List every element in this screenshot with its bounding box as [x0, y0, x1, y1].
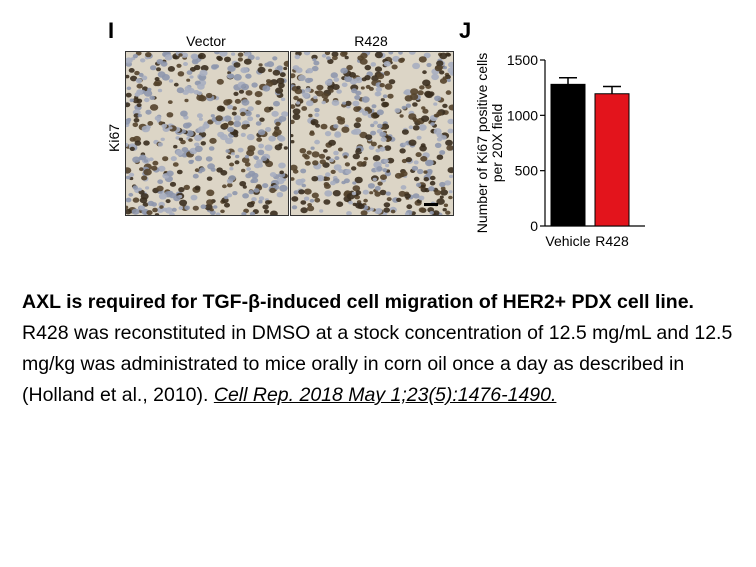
micrograph-r428: [290, 51, 454, 216]
micrograph-r428-image: [291, 52, 453, 215]
y-tick-label: 1000: [507, 107, 538, 123]
micrograph-vector: [125, 51, 289, 216]
x-tick-label: R428: [595, 233, 629, 249]
x-tick-label: Vehicle: [545, 233, 590, 249]
micrograph-vector-image: [126, 52, 288, 215]
bar-vehicle: [550, 83, 586, 227]
panel-j-letter: J: [459, 18, 472, 43]
scale-bar: [424, 203, 438, 206]
column-label-vector: Vector: [186, 33, 226, 49]
figure: I Vector R428 Ki67 J Number of Ki67 posi…: [0, 0, 756, 270]
y-tick-label: 500: [515, 163, 539, 179]
caption-body: R428 was reconstituted in DMSO at a stoc…: [22, 322, 733, 406]
row-label-ki67: Ki67: [106, 123, 122, 152]
bar-chart: Number of Ki67 positive cellsper 20X fie…: [474, 52, 645, 249]
bar-r428: [594, 93, 630, 227]
caption-title: AXL is required for TGF-β-induced cell m…: [22, 291, 694, 313]
y-tick-label: 0: [530, 218, 538, 234]
figure-caption: AXL is required for TGF-β-induced cell m…: [22, 287, 742, 411]
panel-i-letter: I: [108, 18, 115, 43]
column-label-r428: R428: [354, 33, 388, 49]
citation-link[interactable]: Cell Rep. 2018 May 1;23(5):1476-1490.: [213, 384, 557, 406]
y-tick-label: 1500: [507, 52, 538, 68]
y-axis-label: Number of Ki67 positive cellsper 20X fie…: [474, 53, 505, 234]
